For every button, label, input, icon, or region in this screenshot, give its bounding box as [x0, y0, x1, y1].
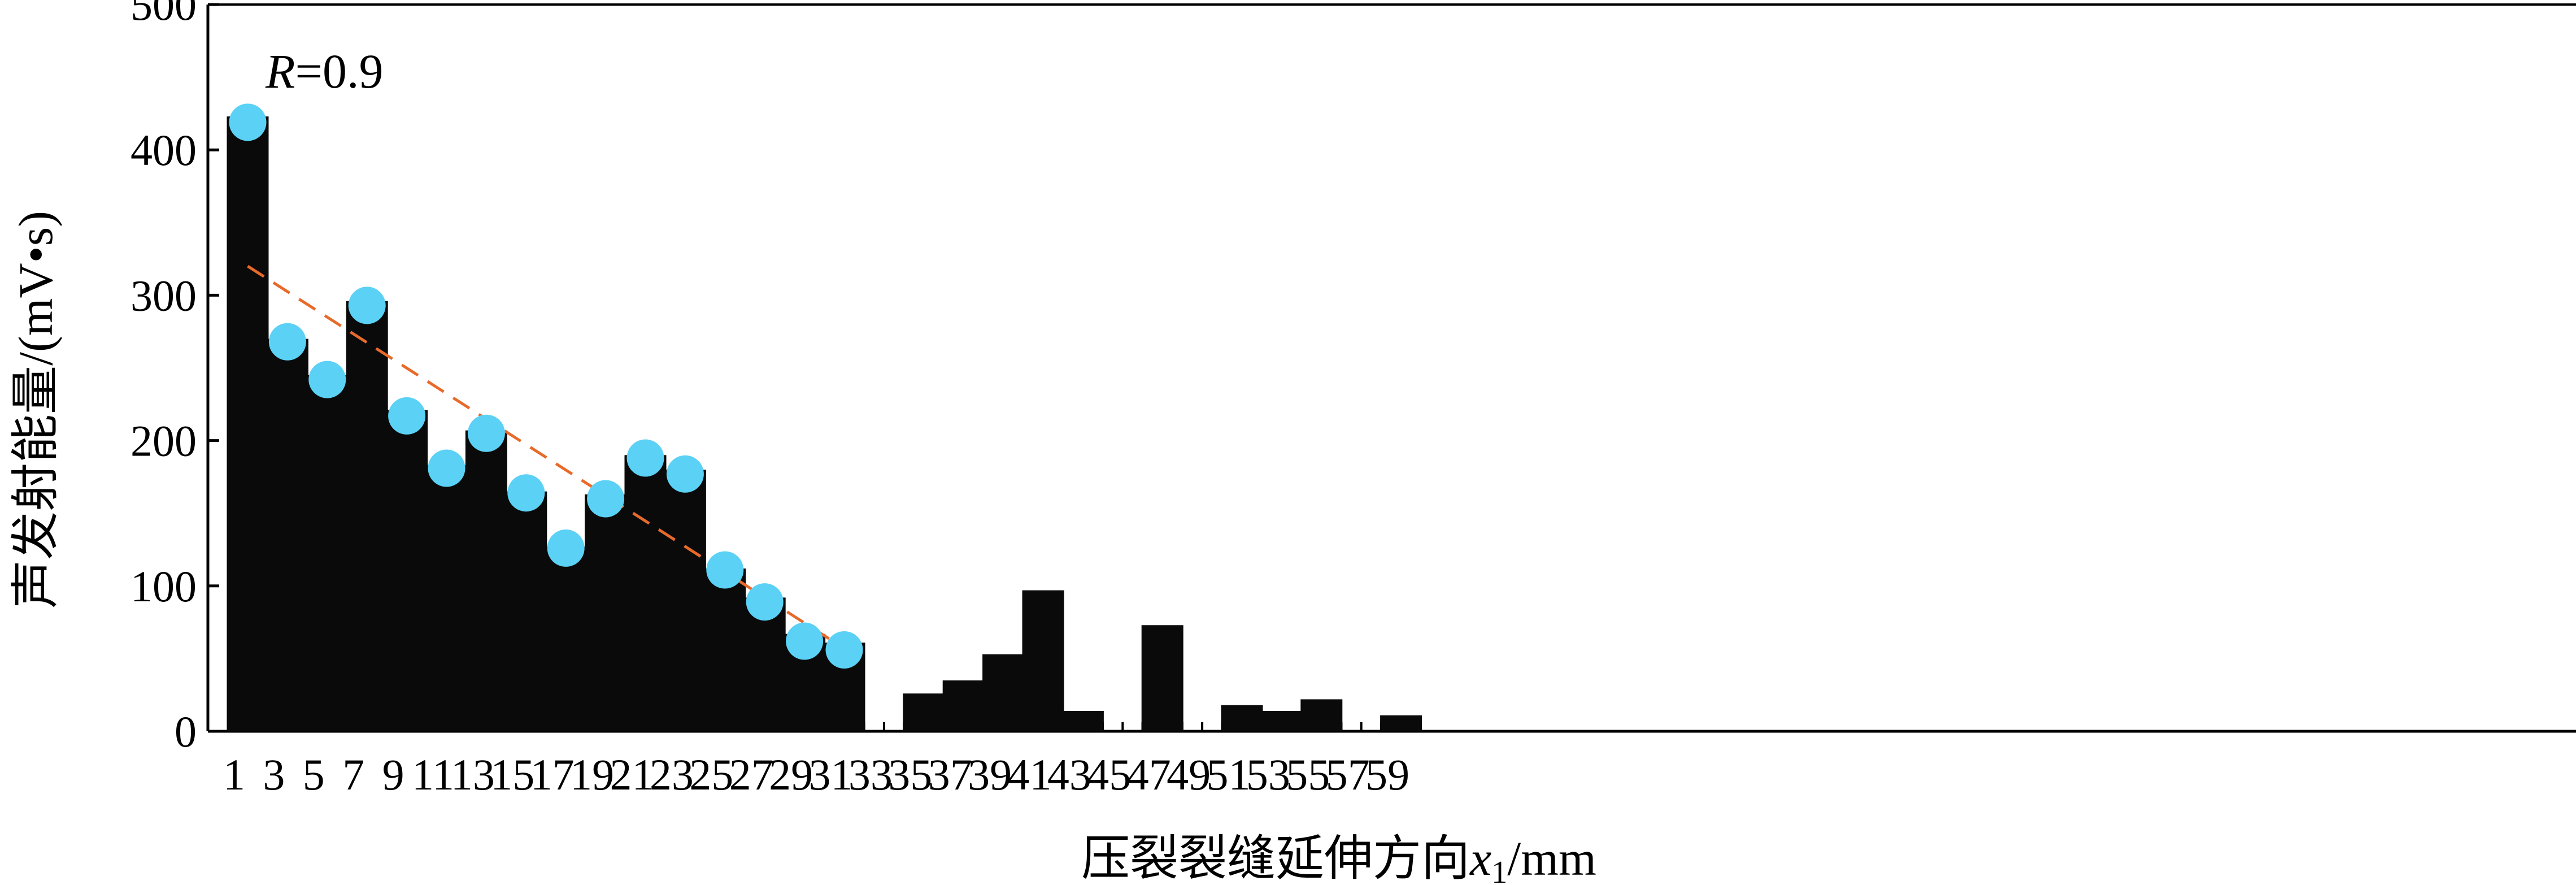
bar	[1300, 699, 1343, 731]
x-tick-label: 1	[223, 750, 245, 799]
x-tick-label: 49	[1167, 750, 1211, 799]
data-point-marker	[786, 622, 824, 660]
x-tick-label: 45	[1087, 750, 1131, 799]
x-tick-label: 33	[848, 750, 893, 799]
bar	[624, 455, 667, 731]
bar	[1221, 705, 1263, 731]
data-point-marker	[746, 583, 784, 621]
data-point-marker	[308, 361, 346, 398]
data-point-marker	[666, 455, 704, 493]
x-tick-label: 53	[1246, 750, 1290, 799]
data-point-marker	[467, 414, 505, 452]
bar	[982, 654, 1025, 731]
r-annotation: R=0.9	[265, 44, 384, 98]
x-tick-label: 21	[610, 750, 654, 799]
bar	[1380, 715, 1422, 731]
x-tick-label: 13	[451, 750, 495, 799]
x-axis-title: 压裂裂缝延伸方向x1/mm	[1081, 831, 1596, 885]
bar	[227, 116, 269, 732]
y-axis-title: 声发射能量/(mV•s)	[8, 211, 63, 609]
x-tick-label: 59	[1365, 750, 1409, 799]
bar	[903, 693, 945, 731]
bar	[1260, 710, 1303, 731]
bar	[585, 494, 627, 731]
x-axis-title-sub: 1	[1491, 855, 1507, 885]
x-tick-label: 23	[650, 750, 694, 799]
x-axis-title-unit: /mm	[1507, 831, 1596, 885]
x-tick-label: 39	[968, 750, 1012, 799]
data-point-marker	[626, 439, 664, 477]
x-tick-label: 27	[729, 750, 773, 799]
bar	[505, 491, 547, 731]
bar	[425, 465, 468, 731]
x-axis-title-main: 压裂裂缝延伸方向	[1081, 831, 1470, 885]
data-point-marker	[547, 529, 585, 567]
data-point-marker	[229, 103, 267, 141]
data-point-marker	[268, 323, 306, 361]
x-tick-label: 37	[928, 750, 972, 799]
bar	[664, 470, 706, 731]
data-point-marker	[587, 480, 625, 518]
x-tick-label: 31	[809, 750, 853, 799]
x-axis-title-var: x	[1469, 831, 1491, 885]
x-tick-label: 15	[490, 750, 534, 799]
data-point-marker	[825, 631, 863, 669]
x-tick-label: 7	[342, 750, 364, 799]
y-tick-label: 400	[130, 125, 197, 175]
trend-line	[247, 264, 845, 650]
x-tick-label: 29	[769, 750, 813, 799]
data-point-marker	[348, 287, 386, 324]
bar	[346, 301, 388, 731]
bar	[1061, 710, 1104, 731]
x-tick-label: 9	[382, 750, 404, 799]
bar	[306, 375, 349, 731]
y-tick-label: 500	[130, 0, 197, 29]
bar	[942, 680, 985, 731]
x-tick-label: 51	[1207, 750, 1251, 799]
data-point-marker	[706, 551, 744, 589]
data-point-marker	[428, 449, 465, 487]
bar	[266, 339, 308, 731]
r-annotation-var: R	[265, 44, 295, 98]
data-point-marker	[507, 474, 545, 512]
trendline-group	[247, 264, 845, 650]
data-point-marker	[388, 397, 426, 435]
y-tick-label: 200	[130, 417, 197, 466]
x-tick-label: 55	[1286, 750, 1330, 799]
x-tick-label: 43	[1047, 750, 1091, 799]
bar	[1022, 590, 1064, 731]
bar	[386, 410, 428, 731]
x-tick-label: 19	[570, 750, 614, 799]
bar	[1141, 625, 1183, 731]
x-tick-label: 17	[530, 750, 575, 799]
x-tick-label: 41	[1008, 750, 1052, 799]
y-tick-label: 0	[175, 707, 197, 756]
bar	[465, 430, 507, 731]
bars-group	[227, 116, 1422, 732]
x-tick-label: 25	[689, 750, 733, 799]
x-tick-label: 5	[303, 750, 325, 799]
x-tick-label: 57	[1326, 750, 1370, 799]
x-tick-label: 11	[412, 750, 454, 799]
bar	[545, 546, 587, 731]
x-tick-label: 3	[263, 750, 285, 799]
x-tick-label: 47	[1127, 750, 1171, 799]
markers-group	[229, 103, 863, 669]
bar	[704, 568, 746, 731]
y-tick-label: 100	[130, 562, 197, 611]
x-tick-label: 35	[888, 750, 932, 799]
r-annotation-value: =0.9	[295, 44, 384, 98]
y-tick-label: 300	[130, 271, 197, 320]
